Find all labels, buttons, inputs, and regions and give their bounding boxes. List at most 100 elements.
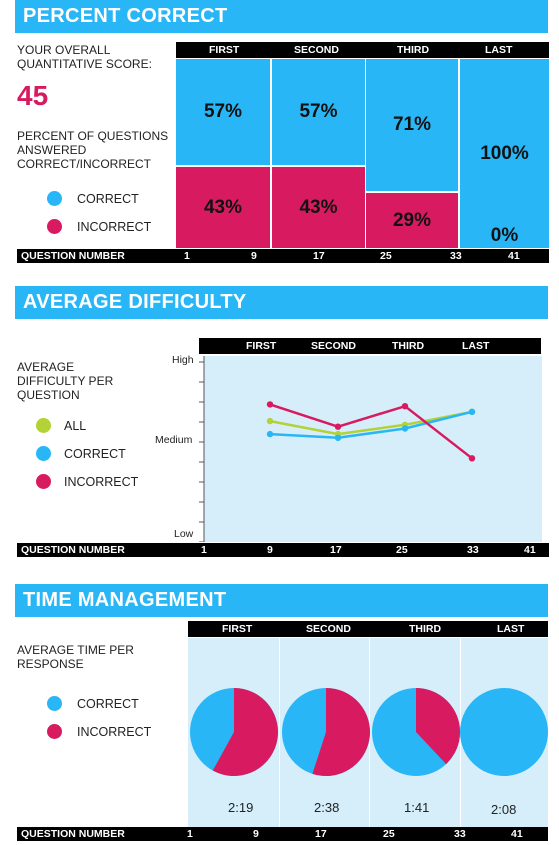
- time-pie-charts: [188, 638, 548, 827]
- difficulty-desc-line1: AVERAGE: [17, 360, 75, 374]
- quarter-label-last: LAST: [497, 623, 525, 635]
- legend-incorrect-dot: [47, 219, 62, 234]
- quarter-label-second: SECOND: [294, 44, 339, 56]
- legend-incorrect-label: INCORRECT: [77, 725, 152, 739]
- quarter-label-third: THIRD: [392, 340, 425, 352]
- quarter-label-third: THIRD: [397, 44, 430, 56]
- point-correct-first: [266, 430, 274, 438]
- tick-41: 41: [508, 250, 520, 262]
- legend-incorrect-dot: [47, 724, 62, 739]
- series-line-incorrect: [269, 403, 473, 460]
- time-third: 1:41: [404, 800, 430, 815]
- bar-correct-third: 71%: [366, 59, 458, 191]
- point-all-first: [266, 417, 274, 425]
- percent-desc-line2: ANSWERED: [17, 143, 87, 157]
- score-label-line1: YOUR OVERALL: [17, 43, 111, 57]
- y-axis-medium: Medium: [155, 434, 193, 446]
- point-incorrect-last: [468, 455, 476, 462]
- tick-33: 33: [450, 250, 462, 262]
- legend-all-label: ALL: [64, 419, 87, 433]
- overall-score: 45: [17, 80, 49, 111]
- axis-label: QUESTION NUMBER: [21, 544, 125, 556]
- average-difficulty-title: AVERAGE DIFFICULTY: [23, 291, 247, 313]
- percent-desc-line1: PERCENT OF QUESTIONS: [17, 129, 169, 143]
- quarter-label-second: SECOND: [306, 623, 351, 635]
- bar-incorrect-first: 43%: [176, 167, 270, 248]
- time-desc-line1: AVERAGE TIME PER: [17, 643, 134, 657]
- quarter-label-first: FIRST: [209, 44, 240, 56]
- difficulty-line-chart: [199, 356, 542, 542]
- point-correct-last: [468, 408, 476, 415]
- percent-correct-title: PERCENT CORRECT: [23, 5, 228, 27]
- difficulty-quarter-bar: FIRST SECOND THIRD LAST: [199, 338, 541, 354]
- legend-correct-dot: [47, 696, 62, 711]
- point-correct-second: [334, 434, 342, 441]
- bar-incorrect-second: 43%: [272, 167, 365, 248]
- difficulty-question-axis: QUESTION NUMBER 1 9 17 25 33 41: [17, 543, 549, 557]
- percent-desc-line3: CORRECT/INCORRECT: [17, 157, 151, 171]
- point-correct-third: [401, 425, 409, 432]
- tick-17: 17: [330, 544, 342, 556]
- time-first: 2:19: [228, 800, 254, 815]
- tick-33: 33: [467, 544, 479, 556]
- axis-label: QUESTION NUMBER: [21, 828, 125, 840]
- legend-incorrect-label: INCORRECT: [64, 475, 139, 489]
- time-management-title: TIME MANAGEMENT: [23, 589, 227, 611]
- tick-17: 17: [315, 828, 327, 840]
- time-desc-line2: RESPONSE: [17, 657, 84, 671]
- point-incorrect-first: [266, 401, 274, 408]
- tick-25: 25: [383, 828, 395, 840]
- series-line-correct: [269, 410, 473, 440]
- tick-9: 9: [253, 828, 259, 840]
- time-question-axis: QUESTION NUMBER 1 9 17 25 33 41: [17, 827, 548, 841]
- pie-correct-last: [460, 688, 548, 776]
- quarter-label-last: LAST: [485, 44, 513, 56]
- quarter-label-last: LAST: [462, 340, 490, 352]
- point-incorrect-second: [334, 423, 342, 430]
- tick-1: 1: [187, 828, 193, 840]
- percent-correct-header: PERCENT CORRECT: [15, 0, 548, 33]
- axis-label: QUESTION NUMBER: [21, 250, 125, 262]
- point-incorrect-third: [401, 403, 409, 410]
- average-difficulty-header: AVERAGE DIFFICULTY: [15, 286, 548, 319]
- bar-correct-first: 57%: [176, 59, 270, 165]
- bar-incorrect-third: 29%: [366, 193, 458, 248]
- pie-incorrect-third: [416, 688, 460, 765]
- score-label-line2: QUANTITATIVE SCORE:: [17, 57, 152, 71]
- tick-9: 9: [267, 544, 273, 556]
- tick-1: 1: [184, 250, 190, 262]
- series-line-all: [269, 410, 473, 436]
- percent-question-axis: QUESTION NUMBER 1 9 17 25 33 41: [17, 249, 549, 263]
- bar-incorrect-last: 0%: [490, 225, 519, 246]
- quarter-label-second: SECOND: [311, 340, 356, 352]
- difficulty-desc-line2: DIFFICULTY PER: [17, 374, 114, 388]
- pie-incorrect-first: [212, 688, 278, 776]
- quarter-label-first: FIRST: [222, 623, 253, 635]
- quarter-label-first: FIRST: [246, 340, 277, 352]
- pie-incorrect-second: [312, 688, 370, 776]
- tick-33: 33: [454, 828, 466, 840]
- bar-correct-second: 57%: [272, 59, 365, 165]
- tick-1: 1: [201, 544, 207, 556]
- difficulty-desc-line3: QUESTION: [17, 388, 80, 402]
- percent-quarter-bar: FIRST SECOND THIRD LAST: [176, 42, 549, 58]
- legend-correct-label: CORRECT: [77, 192, 139, 206]
- legend-incorrect-label: INCORRECT: [77, 220, 152, 234]
- time-management-header: TIME MANAGEMENT: [15, 584, 548, 617]
- bar-correct-last: 100%: [460, 59, 549, 248]
- time-last: 2:08: [491, 802, 517, 817]
- tick-9: 9: [251, 250, 257, 262]
- tick-41: 41: [511, 828, 523, 840]
- legend-correct-label: CORRECT: [77, 697, 139, 711]
- y-axis-high: High: [172, 354, 194, 366]
- plot-area: [204, 356, 542, 542]
- tick-41: 41: [524, 544, 536, 556]
- tick-25: 25: [396, 544, 408, 556]
- legend-incorrect-dot: [36, 474, 51, 489]
- tick-17: 17: [313, 250, 325, 262]
- percent-mosaic-chart: 57% 43% 57% 43% 71% 29% 100% 0%: [176, 59, 549, 248]
- legend-correct-dot: [47, 191, 62, 206]
- legend-correct-label: CORRECT: [64, 447, 126, 461]
- time-second: 2:38: [314, 800, 340, 815]
- quarter-label-third: THIRD: [409, 623, 442, 635]
